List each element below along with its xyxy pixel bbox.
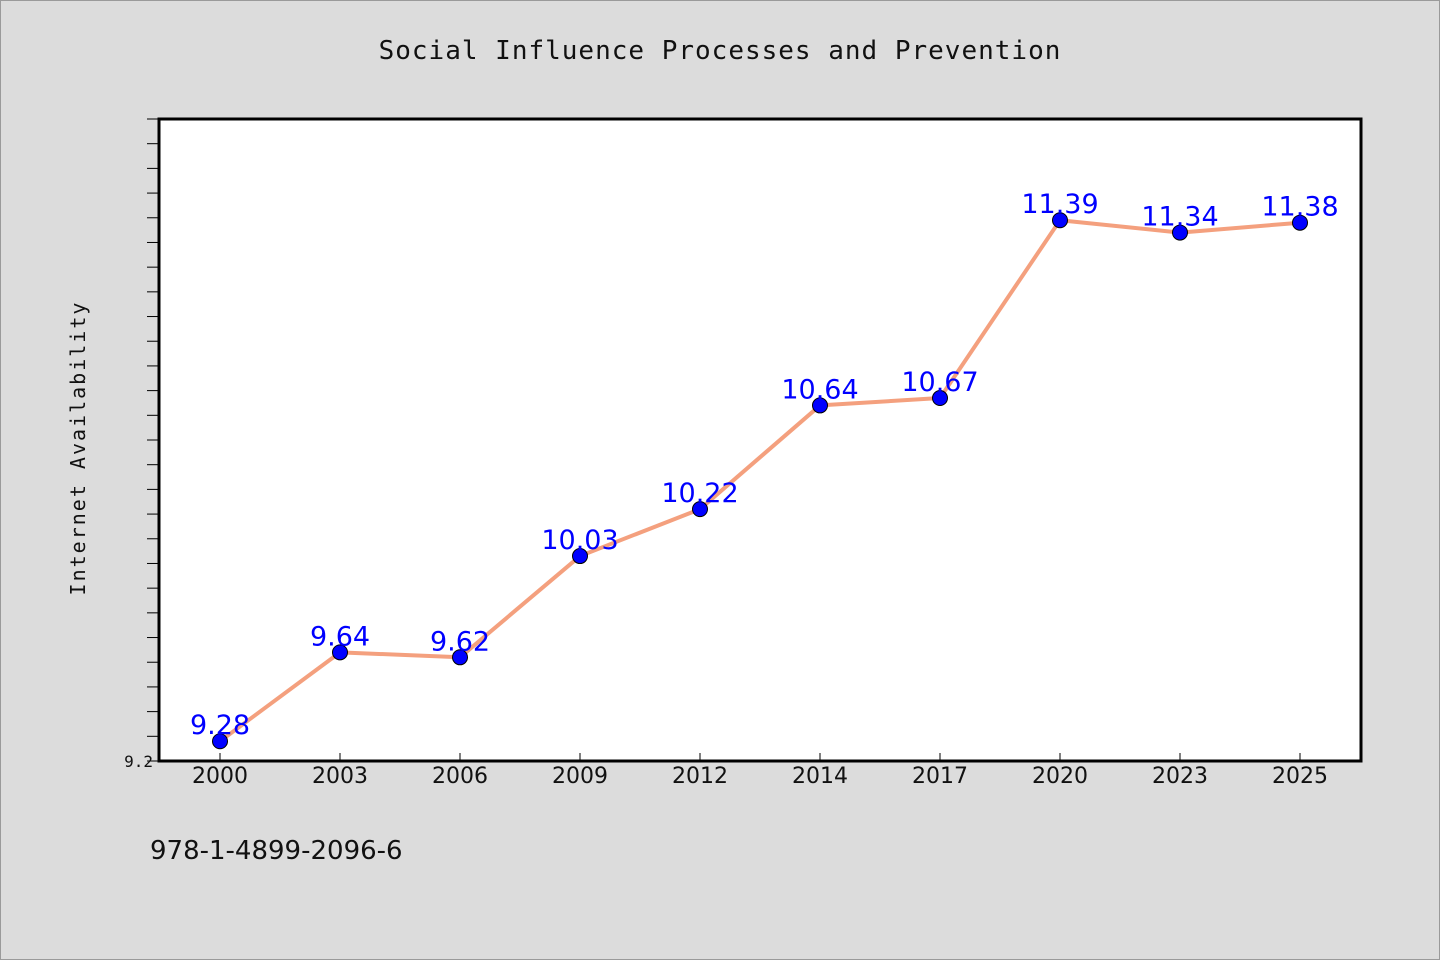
series-line bbox=[218, 218, 1302, 744]
x-tick-label: 2006 bbox=[432, 764, 488, 789]
footer-identifier: 978-1-4899-2096-6 bbox=[150, 836, 403, 866]
data-label: 10.64 bbox=[781, 374, 858, 405]
data-label: 10.67 bbox=[901, 367, 978, 398]
x-tick-label: 2025 bbox=[1272, 764, 1328, 789]
data-label: 9.28 bbox=[190, 710, 250, 741]
data-label: 11.34 bbox=[1141, 202, 1218, 233]
chart-title: Social Influence Processes and Preventio… bbox=[378, 36, 1062, 66]
x-tick-label: 2017 bbox=[912, 764, 968, 789]
y-tick-label: 9.2 bbox=[124, 752, 153, 771]
x-axis-ticks: 2000 2003 2006 2009 2012 2014 2017 2020 2023 2025 bbox=[192, 753, 1328, 789]
data-point-marker bbox=[1292, 214, 1308, 231]
x-tick-label: 2014 bbox=[792, 764, 848, 789]
data-point-marker bbox=[452, 649, 468, 666]
data-point-marker bbox=[1052, 212, 1068, 229]
data-point-marker bbox=[332, 644, 348, 661]
y-axis-ticks: 9.2 bbox=[124, 118, 159, 771]
data-label: 10.03 bbox=[541, 525, 618, 556]
x-tick-label: 2003 bbox=[312, 764, 368, 789]
data-label: 10.22 bbox=[661, 478, 738, 509]
data-point-marker bbox=[692, 501, 708, 518]
data-point-marker bbox=[1172, 224, 1188, 241]
data-labels-group: 9.28 9.64 9.62 10.03 10.22 10.64 10.67 11.39 11.… bbox=[190, 189, 1339, 741]
data-point-marker bbox=[932, 390, 948, 407]
data-label: 11.38 bbox=[1261, 192, 1338, 223]
data-label: 11.39 bbox=[1021, 189, 1098, 220]
x-tick-label: 2020 bbox=[1032, 764, 1088, 789]
data-label: 9.64 bbox=[310, 621, 370, 652]
markers-group bbox=[212, 212, 1308, 750]
data-point-marker bbox=[572, 548, 588, 565]
data-point-marker bbox=[812, 397, 828, 414]
x-tick-label: 2023 bbox=[1152, 764, 1208, 789]
x-tick-label: 2009 bbox=[552, 764, 608, 789]
data-point-marker bbox=[212, 733, 228, 750]
x-tick-label: 2000 bbox=[192, 764, 248, 789]
x-tick-label: 2012 bbox=[672, 764, 728, 789]
series-line-group bbox=[218, 218, 1302, 744]
data-label: 9.62 bbox=[430, 626, 490, 657]
